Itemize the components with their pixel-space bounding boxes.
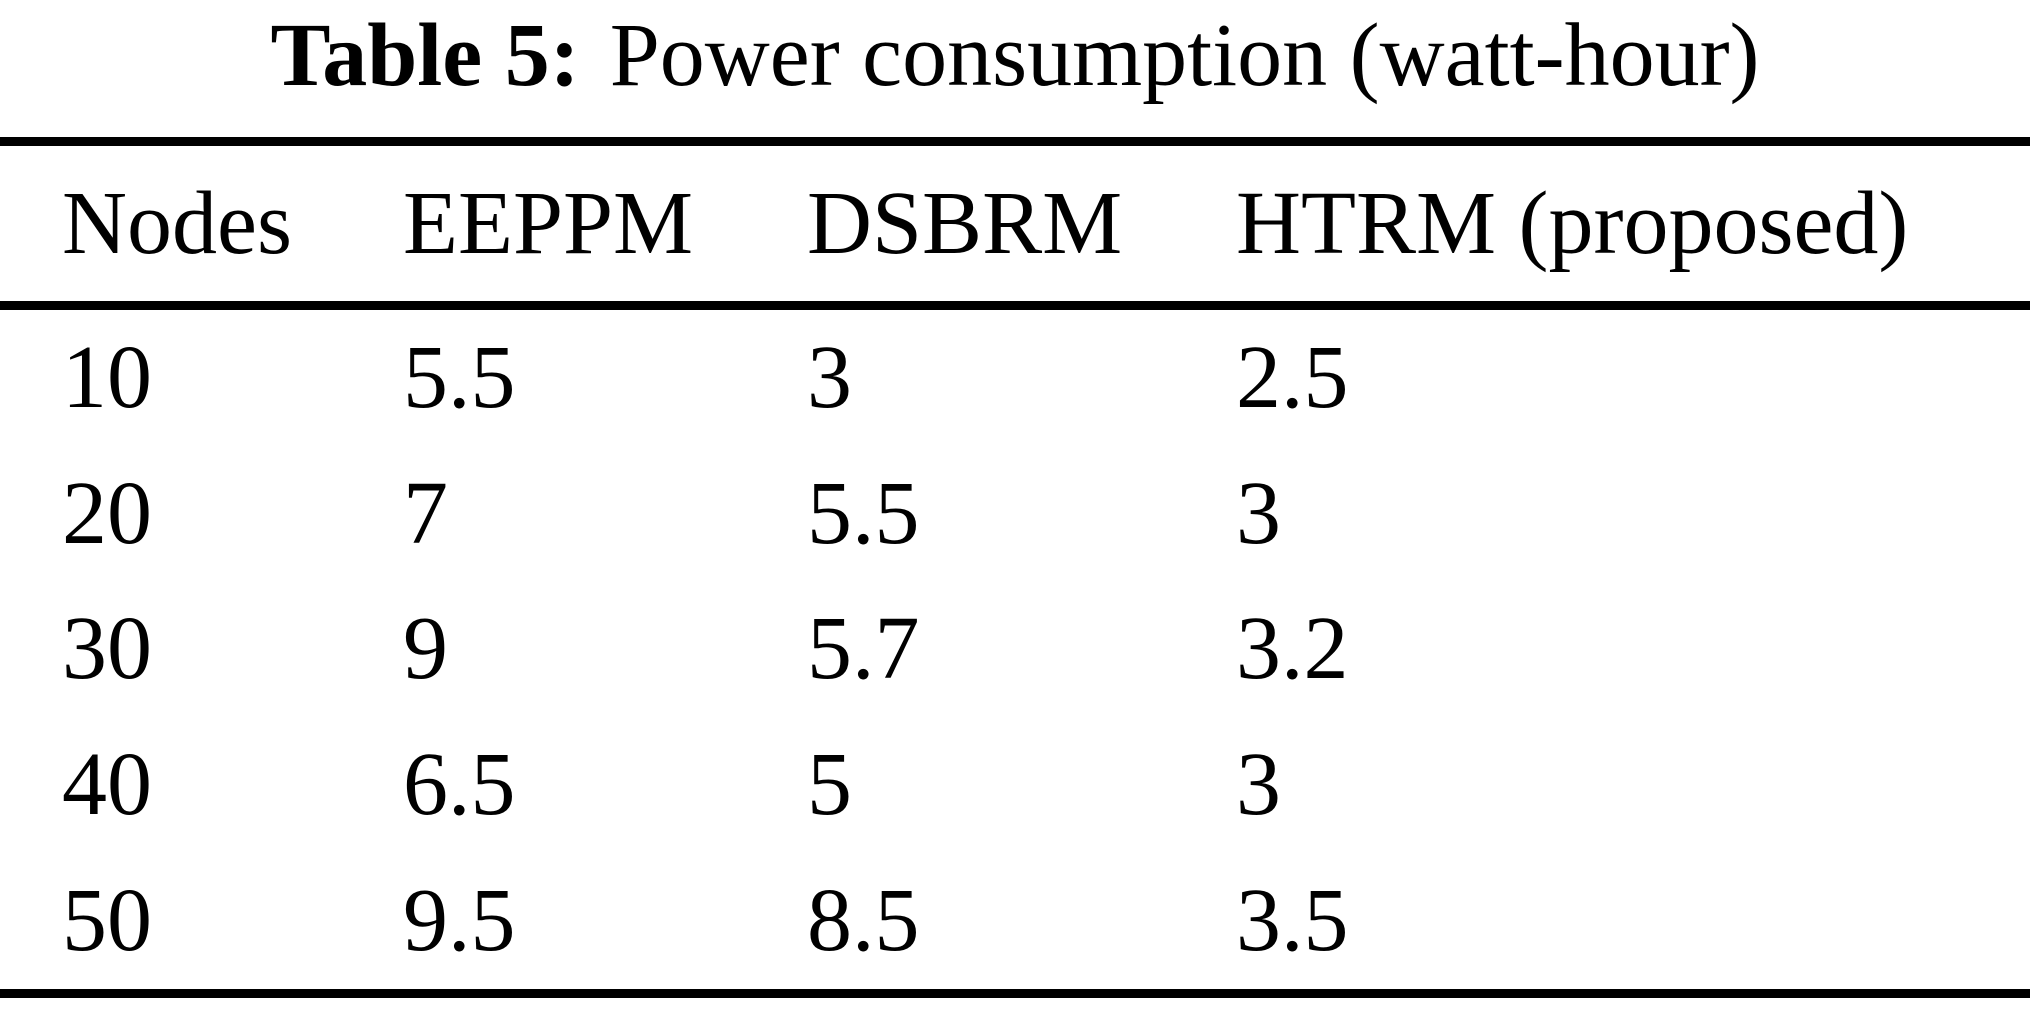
table-cell: 30 — [62, 599, 152, 699]
table-row: 20 7 5.5 3 — [0, 446, 2030, 582]
table-body: 10 5.5 3 2.5 20 7 5.5 3 30 9 5.7 3.2 40 6.5 5 3 50 9.5 8.5… — [0, 310, 2030, 989]
table-row: 50 9.5 8.5 3.5 — [0, 853, 2030, 989]
table-caption-text: Power consumption (watt-hour) — [609, 6, 1760, 105]
table-cell: 5.5 — [403, 327, 516, 427]
column-header: Nodes — [62, 173, 292, 273]
table-cell: 5.7 — [807, 599, 920, 699]
table-cell: 10 — [62, 327, 152, 427]
table-row: 40 6.5 5 3 — [0, 717, 2030, 853]
table-row: 10 5.5 3 2.5 — [0, 310, 2030, 446]
table-caption-label: Table 5: — [270, 6, 580, 105]
table-row: 30 9 5.7 3.2 — [0, 582, 2030, 718]
table-cell: 3 — [1236, 463, 1281, 563]
data-table: Nodes EEPPM DSBRM HTRM (proposed) 10 5.5 3 2.5… — [0, 137, 2030, 998]
table-cell: 3.5 — [1236, 871, 1349, 971]
column-header: EEPPM — [403, 173, 694, 273]
column-header: DSBRM — [807, 173, 1123, 273]
column-header: HTRM (proposed) — [1236, 173, 1909, 273]
table-cell: 5.5 — [807, 463, 920, 563]
table-cell: 9.5 — [403, 871, 516, 971]
table-cell: 20 — [62, 463, 152, 563]
table-cell: 5 — [807, 735, 852, 835]
header-divider-rule — [0, 301, 2030, 310]
table-header-row: Nodes EEPPM DSBRM HTRM (proposed) — [0, 146, 2030, 301]
table-cell: 2.5 — [1236, 327, 1349, 427]
table-cell: 7 — [403, 463, 448, 563]
table-cell: 3 — [1236, 735, 1281, 835]
table-caption: Table 5: Power consumption (watt-hour) — [0, 0, 2030, 112]
table-cell: 3 — [807, 327, 852, 427]
table-cell: 50 — [62, 871, 152, 971]
table-cell: 8.5 — [807, 871, 920, 971]
table-cell: 6.5 — [403, 735, 516, 835]
table-cell: 3.2 — [1236, 599, 1349, 699]
table-cell: 40 — [62, 735, 152, 835]
table-cell: 9 — [403, 599, 448, 699]
